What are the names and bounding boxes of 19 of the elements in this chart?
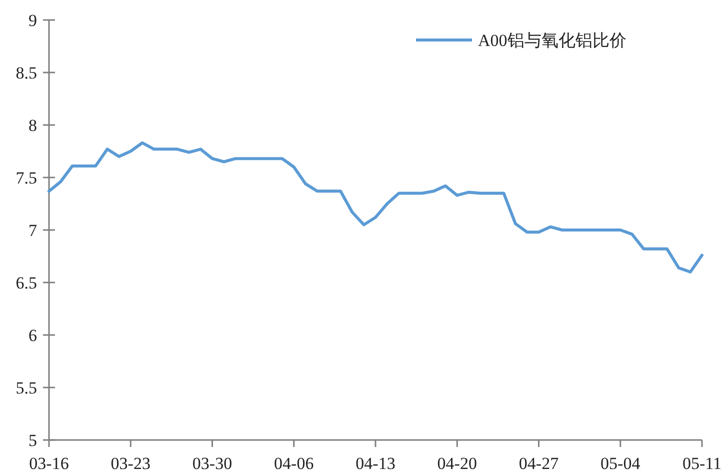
legend-label: A00铝与氧化铝比价 xyxy=(478,31,626,50)
x-tick-label: 04-06 xyxy=(274,454,314,473)
x-tick-label: 04-13 xyxy=(356,454,396,473)
x-tick-label: 03-16 xyxy=(29,454,69,473)
y-tick-label: 8.5 xyxy=(16,64,37,82)
y-tick-label: 5 xyxy=(28,431,37,450)
y-tick-label: 5.5 xyxy=(16,378,37,398)
x-tick-label: 03-23 xyxy=(110,454,150,473)
y-tick-label: 7.5 xyxy=(16,168,37,188)
x-tick-label: 04-27 xyxy=(518,454,560,473)
y-tick-label: 9 xyxy=(28,11,37,30)
y-tick-label: 6 xyxy=(28,326,37,345)
x-tick-label: 04-20 xyxy=(437,454,477,473)
y-tick-label: 6.5 xyxy=(16,274,37,292)
x-tick-label: 05-04 xyxy=(600,454,641,473)
y-tick-label: 7 xyxy=(28,221,38,240)
x-tick-label: 03-30 xyxy=(192,454,232,473)
x-tick-label: 05-11 xyxy=(682,454,722,473)
y-tick-label: 8 xyxy=(28,116,37,135)
